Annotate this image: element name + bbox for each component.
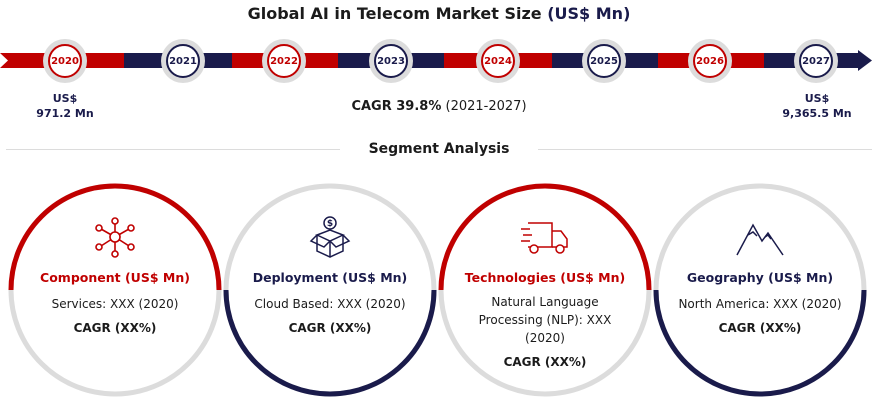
timeline: 2020 2021 2022 2023 2024 2025 2026 2027 [0, 30, 878, 92]
segment-title: Component (US$ Mn) [40, 270, 190, 285]
segment-cagr: CAGR (XX%) [503, 355, 587, 369]
year-marker-2021: 2021 [161, 39, 205, 83]
segment-cagr: CAGR (XX%) [718, 321, 802, 335]
segment-ring [438, 183, 652, 397]
start-amount: 971.2 Mn [36, 107, 94, 120]
year-label: 2026 [693, 44, 727, 78]
divider-right [538, 149, 872, 150]
segment-card-geography: Geography (US$ Mn) North America: XXX (2… [651, 181, 869, 399]
segment-card-technologies: Technologies (US$ Mn) Natural Language P… [436, 181, 654, 399]
start-currency: US$ [52, 92, 78, 105]
segment-value: Cloud Based: XXX (2020) [254, 297, 406, 311]
year-marker-2020: 2020 [43, 39, 87, 83]
delivery-truck-icon [521, 222, 568, 254]
end-amount: 9,365.5 Mn [782, 107, 852, 120]
timeline-arrowhead-icon [858, 50, 872, 71]
year-label: 2021 [166, 44, 200, 78]
cloud-box-dollar-icon: $ [309, 216, 351, 258]
segment-cagr: CAGR (XX%) [73, 321, 157, 335]
title-main: Global AI in Telecom Market Size [247, 4, 542, 23]
segment-card-component: Component (US$ Mn) Services: XXX (2020) … [6, 181, 224, 399]
year-marker-2023: 2023 [369, 39, 413, 83]
segment-title: Geography (US$ Mn) [686, 270, 834, 285]
segment-details: Services: XXX (2020) CAGR (XX%) [30, 295, 200, 337]
year-label: 2020 [48, 44, 82, 78]
cagr-period: (2021-2027) [445, 99, 527, 114]
segment-card-deployment: $ Deployment (US$ Mn) Cloud Based: XXX (… [221, 181, 439, 399]
segment-ring [223, 183, 437, 397]
segment-details: Cloud Based: XXX (2020) CAGR (XX%) [245, 295, 415, 337]
segment-value: Services: XXX (2020) [51, 297, 179, 311]
segment-ring [8, 183, 222, 397]
timeline-tail-icon [0, 53, 20, 68]
network-nodes-icon [95, 217, 135, 258]
year-marker-2022: 2022 [262, 39, 306, 83]
segment-value: North America: XXX (2020) [678, 297, 842, 311]
segment-title: Technologies (US$ Mn) [464, 270, 626, 285]
svg-text:$: $ [327, 219, 333, 229]
year-marker-2024: 2024 [476, 39, 520, 83]
segment-details: Natural Language Processing (NLP): XXX (… [460, 293, 630, 371]
cagr-summary: CAGR 39.8% (2021-2027) [300, 99, 578, 114]
mountains-icon [736, 223, 784, 256]
year-label: 2025 [587, 44, 621, 78]
segment-value: Natural Language Processing (NLP): XXX (… [478, 295, 612, 345]
year-label: 2023 [374, 44, 408, 78]
segment-analysis-heading: Segment Analysis [340, 141, 538, 157]
segment-ring [653, 183, 867, 397]
segment-title: Deployment (US$ Mn) [252, 270, 408, 285]
start-value: US$ 971.2 Mn [22, 91, 108, 121]
year-label: 2027 [799, 44, 833, 78]
title-unit: (US$ Mn) [547, 4, 631, 23]
chart-title: Global AI in Telecom Market Size (US$ Mn… [0, 4, 878, 23]
year-label: 2024 [481, 44, 515, 78]
segment-details: North America: XXX (2020) CAGR (XX%) [675, 295, 845, 337]
year-marker-2026: 2026 [688, 39, 732, 83]
year-marker-2025: 2025 [582, 39, 626, 83]
cagr-value: CAGR 39.8% [351, 99, 442, 114]
year-label: 2022 [267, 44, 301, 78]
segment-cagr: CAGR (XX%) [288, 321, 372, 335]
end-value: US$ 9,365.5 Mn [772, 91, 862, 121]
end-currency: US$ [804, 92, 830, 105]
year-marker-2027: 2027 [794, 39, 838, 83]
divider-left [6, 149, 340, 150]
